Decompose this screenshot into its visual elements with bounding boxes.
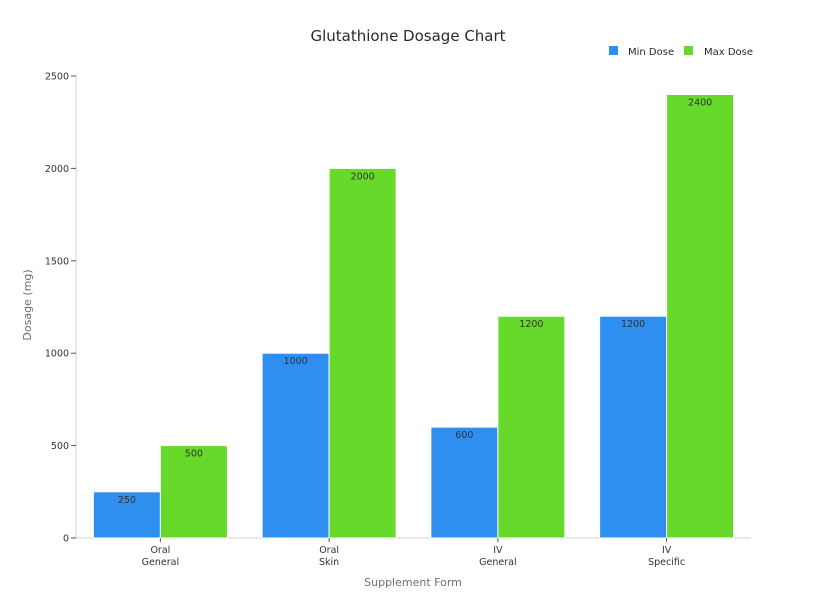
y-tick-label: 1500 bbox=[45, 256, 69, 267]
x-tick-label: IV bbox=[662, 545, 672, 556]
bars: 250 500 1000 2000 600 1200 1200 2400 bbox=[92, 93, 735, 539]
y-tick-label: 2500 bbox=[45, 72, 69, 83]
legend-label-max-dose: Max Dose bbox=[704, 47, 753, 58]
x-tick-label: General bbox=[479, 557, 516, 568]
bar-min-dose bbox=[599, 315, 668, 539]
legend-swatch-max-dose bbox=[684, 46, 693, 55]
legend-swatch-min-dose bbox=[609, 46, 618, 55]
y-tick-label: 1000 bbox=[45, 349, 69, 360]
bar-max-dose bbox=[666, 93, 735, 539]
data-label-min-dose: 1200 bbox=[621, 319, 645, 330]
data-label-max-dose: 500 bbox=[185, 449, 203, 460]
data-label-min-dose: 600 bbox=[455, 430, 473, 441]
y-tick-label: 0 bbox=[63, 534, 69, 545]
y-axis-title: Dosage (mg) bbox=[21, 269, 34, 340]
x-tick-label: Oral bbox=[319, 545, 339, 556]
y-tick-label: 2000 bbox=[45, 164, 69, 175]
x-axis-title: Supplement Form bbox=[364, 576, 462, 589]
y-tick-label: 500 bbox=[51, 441, 69, 452]
chart-title: Glutathione Dosage Chart bbox=[310, 27, 505, 45]
bar-max-dose bbox=[497, 315, 566, 539]
x-tick-label: Oral bbox=[150, 545, 170, 556]
y-axis-ticks: 0 500 1000 1500 2000 2500 bbox=[45, 72, 76, 545]
bar-min-dose bbox=[92, 491, 161, 539]
x-tick-label: Specific bbox=[648, 557, 685, 568]
data-label-max-dose: 1200 bbox=[519, 319, 543, 330]
legend-label-min-dose: Min Dose bbox=[628, 47, 674, 58]
data-label-min-dose: 250 bbox=[118, 495, 136, 506]
bar-min-dose bbox=[261, 352, 330, 539]
x-tick-label: General bbox=[142, 557, 179, 568]
bar-max-dose bbox=[159, 445, 228, 539]
bar-min-dose bbox=[430, 426, 499, 539]
data-label-max-dose: 2000 bbox=[351, 171, 375, 182]
legend: Min Dose Max Dose bbox=[609, 46, 753, 58]
x-tick-label: IV bbox=[493, 545, 503, 556]
data-label-min-dose: 1000 bbox=[284, 356, 308, 367]
data-label-max-dose: 2400 bbox=[688, 97, 712, 108]
x-tick-label: Skin bbox=[319, 557, 339, 568]
bar-max-dose bbox=[328, 167, 397, 539]
